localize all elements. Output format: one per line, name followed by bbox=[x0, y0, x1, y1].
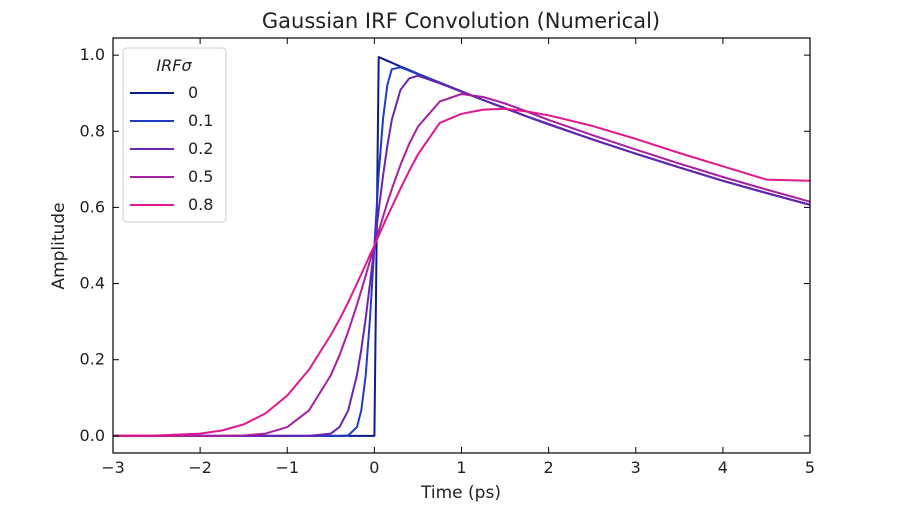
legend-label-2: 0.2 bbox=[188, 139, 213, 158]
legend-items: 0 0.1 0.2 0.5 0.8 bbox=[130, 83, 213, 214]
chart-title: Gaussian IRF Convolution (Numerical) bbox=[262, 9, 660, 33]
x-tick-label: 1 bbox=[456, 458, 466, 477]
x-tick-label: 0 bbox=[369, 458, 379, 477]
y-tick-label: 0.6 bbox=[80, 197, 105, 216]
y-tick-label: 0.8 bbox=[80, 121, 105, 140]
series-line-2 bbox=[113, 74, 811, 437]
plot-frame bbox=[112, 37, 811, 454]
x-tick-label: −2 bbox=[188, 458, 212, 477]
legend-box bbox=[122, 47, 227, 223]
legend-label-3: 0.5 bbox=[188, 167, 213, 186]
series-line-3 bbox=[113, 93, 811, 437]
legend: IRFσ 0 0.1 0.2 0.5 0.8 bbox=[122, 47, 227, 223]
legend-label-4: 0.8 bbox=[188, 195, 213, 214]
y-tick-label: 0.2 bbox=[80, 350, 105, 369]
legend-label-1: 0.1 bbox=[188, 111, 213, 130]
ticks-layer: −3 −2 −1 0 1 2 3 4 5 0.0 0.2 0.4 0.6 0.8 1.0 bbox=[80, 38, 815, 477]
x-tick-label: 4 bbox=[718, 458, 728, 477]
legend-label-0: 0 bbox=[188, 83, 198, 102]
legend-title: IRFσ bbox=[156, 56, 192, 75]
x-tick-label: 2 bbox=[544, 458, 554, 477]
series-layer bbox=[112, 56, 811, 437]
x-tick-label: 5 bbox=[805, 458, 815, 477]
y-tick-label: 0.4 bbox=[80, 274, 105, 293]
series-line-4 bbox=[112, 107, 811, 437]
y-axis-label: Amplitude bbox=[49, 202, 69, 289]
y-tick-label: 1.0 bbox=[80, 45, 105, 64]
x-tick-label: −1 bbox=[275, 458, 299, 477]
y-tick-label: 0.0 bbox=[80, 426, 105, 445]
x-tick-label: −3 bbox=[101, 458, 125, 477]
x-tick-label: 3 bbox=[631, 458, 641, 477]
x-axis-label: Time (ps) bbox=[420, 483, 501, 503]
